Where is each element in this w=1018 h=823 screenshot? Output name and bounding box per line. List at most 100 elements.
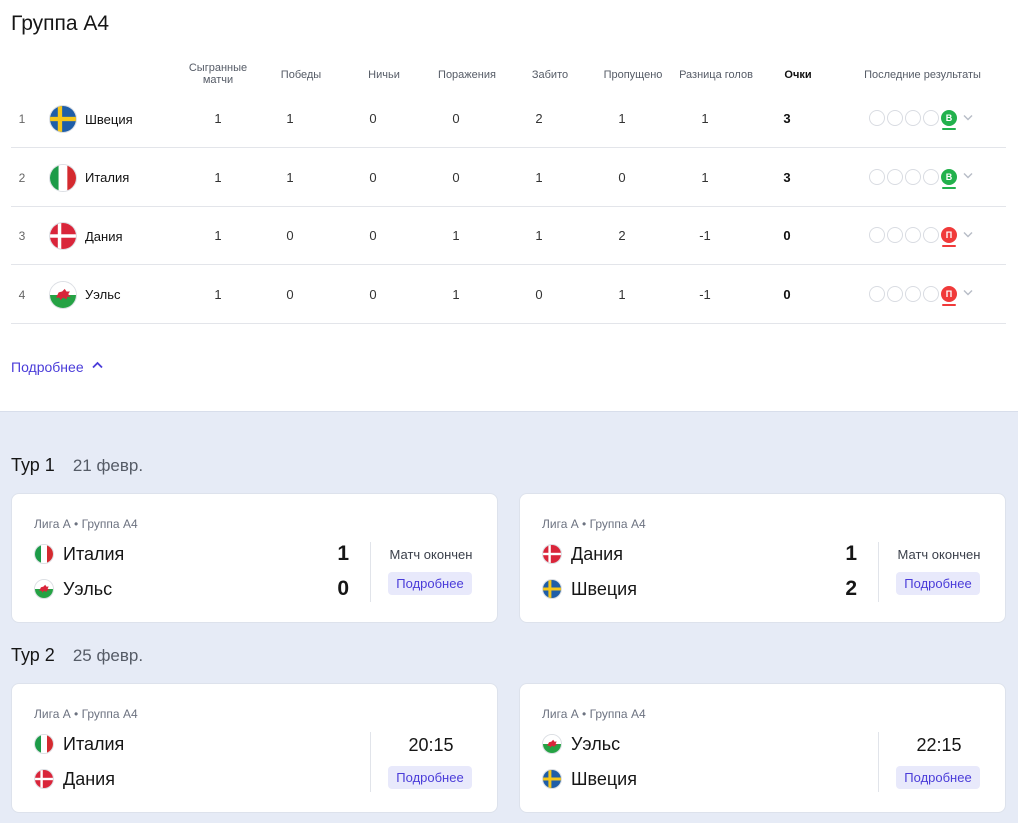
match-card[interactable]: Лига А • Группа А4 Уэльс Швеция 22:15 Подроб… xyxy=(519,683,1006,813)
header-scored: Забито xyxy=(531,69,569,81)
match-league: Лига А • Группа А4 xyxy=(34,707,138,721)
round-header: Тур 2 25 февр. xyxy=(11,645,143,666)
empty-result-dot xyxy=(887,285,903,302)
match-status: Матч окончен xyxy=(389,547,473,562)
away-score: 0 xyxy=(337,577,349,600)
empty-result-dot xyxy=(869,110,885,126)
stat-points: 0 xyxy=(783,286,791,302)
stat-conceded: 1 xyxy=(618,286,626,302)
empty-result-dot xyxy=(869,285,885,302)
away-team-name: Швеция xyxy=(571,578,637,599)
stat-draws: 0 xyxy=(369,286,377,302)
home-team: Уэльс xyxy=(542,732,620,756)
details-button[interactable]: Подробнее xyxy=(896,572,980,595)
home-team-name: Италия xyxy=(63,543,125,564)
stat-wins: 1 xyxy=(286,111,294,126)
last-results[interactable]: П xyxy=(869,227,973,247)
table-row: 4 Уэльс 1 0 0 1 0 1 -1 0 П xyxy=(11,266,1006,324)
stat-losses: 1 xyxy=(452,286,460,302)
team-name: Уэльс xyxy=(85,287,121,302)
home-score: 1 xyxy=(337,542,349,565)
stat-scored: 2 xyxy=(535,111,543,126)
empty-result-dot xyxy=(905,110,921,126)
header-last-results: Последние результаты xyxy=(864,69,981,81)
denmark-flag-icon xyxy=(34,769,54,789)
round-date: 25 февр. xyxy=(72,646,144,665)
empty-result-dot xyxy=(887,227,903,243)
last-results[interactable]: П xyxy=(869,285,973,306)
details-button[interactable]: Подробнее xyxy=(388,572,472,595)
stat-losses: 0 xyxy=(452,111,460,126)
wales-flag-icon xyxy=(49,280,77,309)
round-header: Тур 1 21 февр. xyxy=(11,455,143,476)
row-rank: 3 xyxy=(18,229,26,243)
result-badge: П xyxy=(941,285,957,306)
away-team-name: Дания xyxy=(63,768,115,789)
stat-losses: 0 xyxy=(452,169,460,185)
chevron-up-icon xyxy=(91,360,103,372)
chevron-down-icon[interactable] xyxy=(963,171,973,182)
details-button[interactable]: Подробнее xyxy=(388,766,472,789)
page-title: Группа А4 xyxy=(11,12,110,35)
home-team-name: Уэльс xyxy=(571,733,621,754)
standings-header: Сыгранные матчи Победы Ничьи Поражения З… xyxy=(0,60,1018,92)
team-cell[interactable]: Дания xyxy=(49,222,123,250)
match-league: Лига А • Группа А4 xyxy=(542,707,646,721)
stat-scored: 1 xyxy=(535,228,543,243)
result-badge: П xyxy=(941,227,957,247)
empty-result-dot xyxy=(887,168,903,185)
chevron-down-icon[interactable] xyxy=(963,288,973,299)
denmark-flag-icon xyxy=(49,222,77,250)
home-score: 1 xyxy=(845,542,857,565)
away-team: Швеция xyxy=(542,577,637,601)
wales-flag-icon xyxy=(542,734,562,754)
chevron-down-icon[interactable] xyxy=(963,230,973,241)
table-row: 2 Италия 1 1 0 0 1 0 1 3 В xyxy=(11,149,1006,207)
table-row: 3 Дания 1 0 0 1 1 2 -1 0 П xyxy=(11,207,1006,265)
header-points: Очки xyxy=(784,69,812,81)
round-title: Тур 2 xyxy=(11,645,55,665)
stat-points: 0 xyxy=(783,228,791,243)
match-card[interactable]: Лига А • Группа А4 Италия Уэльс 1 0 Матч окон… xyxy=(11,493,498,623)
away-team: Швеция xyxy=(542,767,637,791)
card-divider xyxy=(878,732,879,792)
stat-wins: 0 xyxy=(286,228,294,243)
match-card[interactable]: Лига А • Группа А4 Дания Швеция 1 2 Матч окон… xyxy=(519,493,1006,623)
team-cell[interactable]: Уэльс xyxy=(49,280,121,309)
italy-flag-icon xyxy=(34,734,54,754)
round-date: 21 февр. xyxy=(72,456,144,475)
card-divider xyxy=(370,542,371,602)
header-goal-difference: Разница голов xyxy=(679,69,753,81)
header-wins: Победы xyxy=(280,69,322,81)
stat-played: 1 xyxy=(214,111,222,126)
stat-scored: 1 xyxy=(535,169,543,185)
header-losses: Поражения xyxy=(438,69,496,81)
team-cell[interactable]: Италия xyxy=(49,163,129,192)
sweden-flag-icon xyxy=(49,105,77,133)
stat-scored: 0 xyxy=(535,286,543,302)
chevron-down-icon[interactable] xyxy=(963,113,973,124)
away-team: Дания xyxy=(34,767,115,791)
last-results[interactable]: В xyxy=(869,168,973,189)
stat-points: 3 xyxy=(783,111,791,126)
stat-draws: 0 xyxy=(369,111,377,126)
empty-result-dot xyxy=(887,110,903,126)
stat-wins: 1 xyxy=(286,169,294,185)
match-card[interactable]: Лига А • Группа А4 Италия Дания 20:15 Подроб… xyxy=(11,683,498,813)
last-results[interactable]: В xyxy=(869,110,973,130)
details-button[interactable]: Подробнее xyxy=(896,766,980,789)
stat-draws: 0 xyxy=(369,169,377,185)
stat-conceded: 2 xyxy=(618,228,626,243)
empty-result-dot xyxy=(905,168,921,185)
table-row: 1 Швеция 1 1 0 0 2 1 1 3 В xyxy=(11,90,1006,148)
result-badge: В xyxy=(941,110,957,130)
team-name: Швеция xyxy=(85,111,133,127)
round-title: Тур 1 xyxy=(11,455,55,475)
stat-draws: 0 xyxy=(369,228,377,243)
stat-points: 3 xyxy=(783,169,791,185)
match-league: Лига А • Группа А4 xyxy=(542,517,646,531)
more-details-link[interactable]: Подробнее xyxy=(11,359,103,375)
row-rank: 2 xyxy=(18,170,26,185)
stat-losses: 1 xyxy=(452,228,460,243)
team-cell[interactable]: Швеция xyxy=(49,105,133,133)
